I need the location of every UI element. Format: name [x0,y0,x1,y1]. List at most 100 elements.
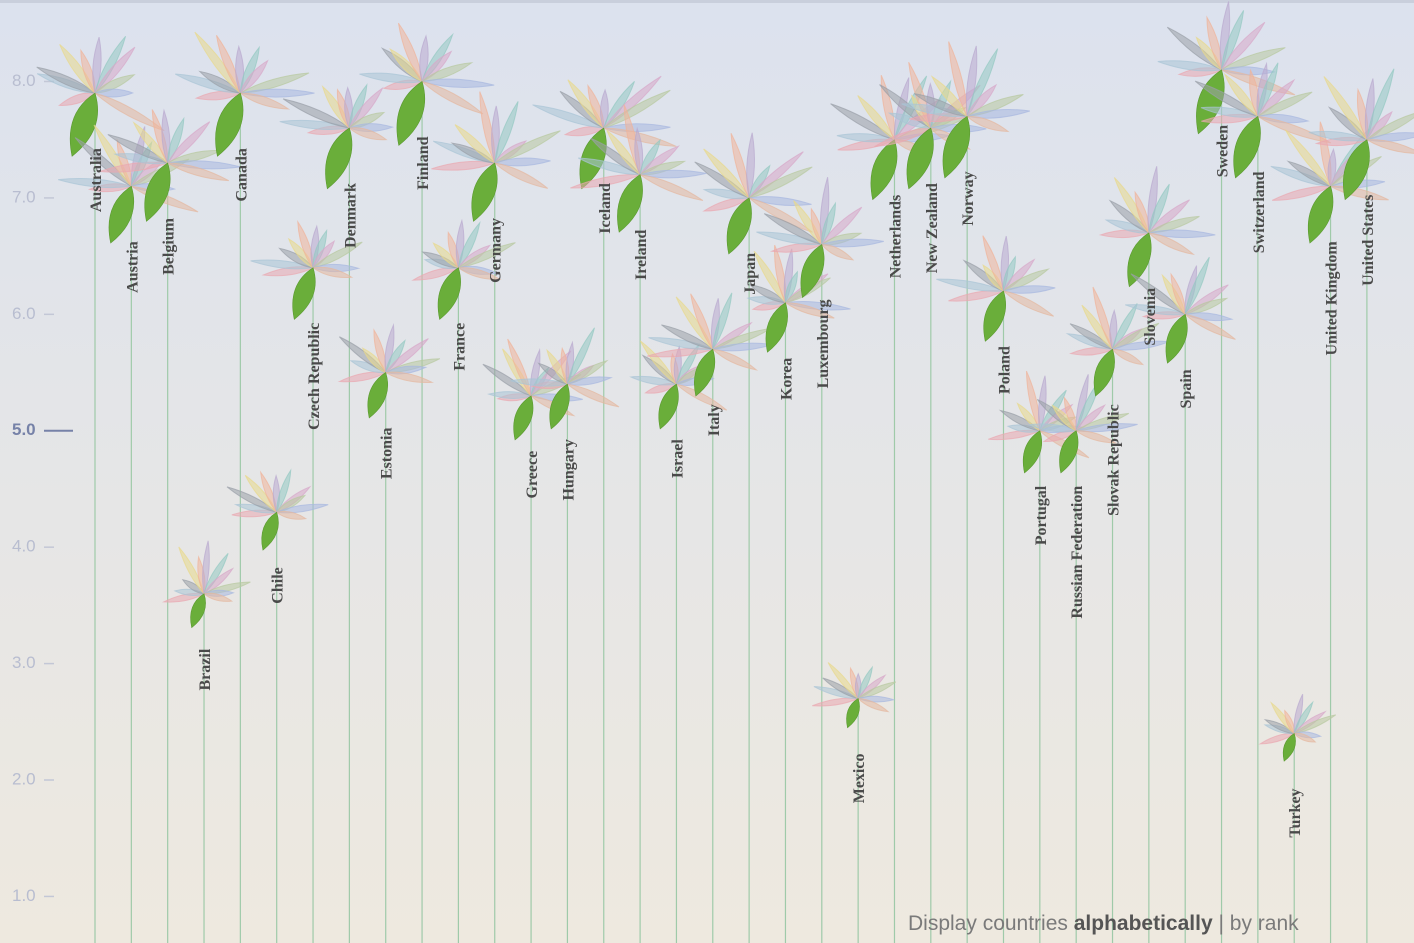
petal [239,59,269,95]
petal [1148,183,1170,235]
petal [565,383,620,408]
petal-life-satisfaction [1165,313,1188,364]
flower [646,292,774,397]
petal [830,103,895,141]
country-label: Switzerland [1251,171,1268,253]
country-label: Ireland [633,230,650,280]
sort-control: Display countries alphabetically | by ra… [908,912,1299,936]
petal [1223,72,1259,118]
petal [965,108,1030,119]
petal [454,124,496,165]
petal [397,22,423,84]
petal [1184,256,1210,315]
petal-life-satisfaction [1093,348,1115,397]
petal-life-satisfaction [396,81,426,146]
y-tick-label: 2.0 [12,769,36,788]
flower [694,132,813,255]
petal [634,126,644,177]
country-label: United States [1360,195,1377,286]
country-label: Slovenia [1142,288,1159,346]
petal [1170,272,1186,316]
petal [384,371,435,384]
country-label: Norway [960,171,977,225]
petal-life-satisfaction [190,593,206,629]
petal-life-satisfaction [325,127,353,190]
flower [570,104,707,233]
flower [174,31,315,157]
petal-life-satisfaction [765,302,788,353]
petal-life-satisfaction [800,244,825,299]
flower [1194,61,1332,179]
petal-life-satisfaction [1022,430,1043,474]
sort-option-rank[interactable]: by rank [1229,912,1299,935]
country-label: Luxembourg [815,299,832,388]
petal-life-satisfaction [471,162,498,222]
flower [936,235,1056,342]
country-label: Russian Federation [1069,486,1086,619]
petal-life-satisfaction [144,162,171,222]
country-label: Turkey [1287,788,1304,837]
petal-life-satisfaction [658,383,679,430]
country-label: Netherlands [887,195,904,279]
country-label: Portugal [1033,485,1050,545]
petal [1220,21,1266,72]
petal [1293,732,1317,743]
flower [1258,693,1337,762]
petal [1001,290,1054,317]
petal [348,127,388,141]
petal-life-satisfaction [1307,185,1334,244]
petal [836,133,897,143]
sort-option-alphabetical[interactable]: alphabetically [1073,912,1213,935]
petal [166,121,211,165]
petal-life-satisfaction [367,372,389,419]
flower [901,41,1030,179]
petal [58,178,132,189]
petal-life-satisfaction [726,197,752,255]
flower [1157,1,1296,135]
flower [226,468,329,551]
flower [756,177,884,299]
flower [431,91,561,222]
petal-life-satisfaction [694,348,716,397]
petal [456,242,516,269]
petal [661,324,715,351]
petal [1194,80,1259,117]
country-label: France [451,323,468,371]
top-border [0,0,1414,3]
petal [639,340,678,386]
petal [819,238,884,248]
petal [965,115,1010,133]
petal [1256,91,1313,118]
petal [982,235,1005,293]
petal-life-satisfaction [437,267,461,320]
petal [1292,714,1337,735]
flower [510,327,620,430]
petal [250,259,314,270]
petal [1028,423,1078,433]
petal-life-satisfaction [513,395,534,441]
petal [566,327,595,385]
flower [359,22,495,146]
petal [1271,185,1333,201]
country-label: Poland [997,346,1014,394]
petal [930,75,969,118]
y-tick-label: 3.0 [12,653,36,672]
country-label: Spain [1178,369,1195,408]
country-label: Greece [524,451,541,499]
petal [1001,285,1056,294]
petal-life-satisfaction [1343,139,1370,201]
country-label: Chile [270,567,287,603]
petal [1076,423,1138,433]
petal [457,267,502,281]
petal [510,378,570,387]
petal [820,206,863,246]
petal-life-satisfaction [549,383,570,430]
country-label: Australia [88,148,105,212]
petal [1130,273,1186,315]
flower [1125,256,1236,364]
petal-life-satisfaction [846,698,860,729]
flower [99,108,241,222]
y-tick-label: 1.0 [12,886,36,905]
petal [1147,232,1196,256]
